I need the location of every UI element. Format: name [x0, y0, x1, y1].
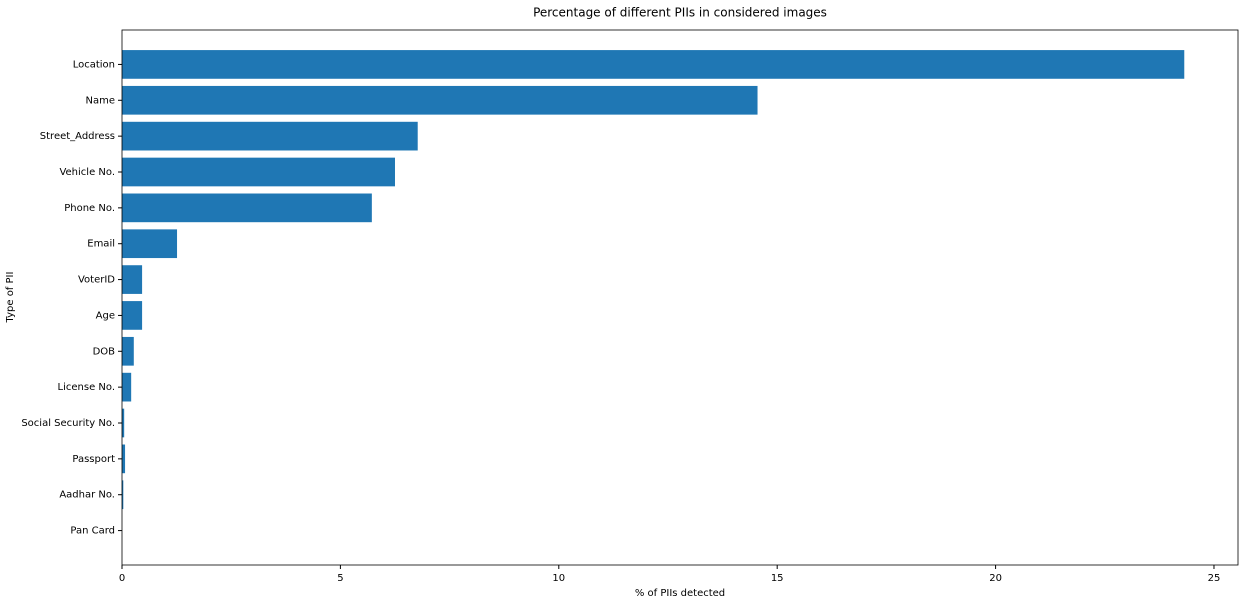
x-tick-label: 10 [552, 573, 565, 584]
bar [122, 193, 372, 223]
y-tick-label: Aadhar No. [59, 490, 115, 501]
plot-frame [121, 29, 1239, 566]
bar [122, 50, 1185, 79]
x-tick-label: 5 [337, 573, 343, 584]
bar [122, 85, 758, 115]
bar [122, 265, 143, 294]
x-tick-label: 15 [771, 573, 784, 584]
x-axis-label: % of PIIs detected [635, 588, 725, 599]
bar [122, 444, 126, 474]
y-tick-label: DOB [93, 346, 116, 357]
bar [122, 408, 125, 438]
y-tick-label: Pan Card [70, 526, 115, 537]
x-tick-label: 25 [1208, 573, 1221, 584]
x-tick-label: 20 [989, 573, 1002, 584]
y-tick-label: VoterID [78, 275, 115, 286]
y-tick-label: License No. [58, 382, 115, 393]
bar [122, 301, 143, 330]
y-tick-label: Email [87, 239, 115, 250]
y-tick-label: Social Security No. [21, 418, 115, 429]
bar [122, 372, 132, 402]
bar [122, 480, 124, 510]
y-tick-label: Phone No. [64, 203, 115, 214]
y-tick-label: Location [73, 59, 115, 70]
bar [122, 336, 134, 366]
y-tick-label: Street_Address [40, 131, 115, 142]
chart-title: Percentage of different PIIs in consider… [533, 6, 827, 20]
y-tick-label: Passport [72, 454, 115, 465]
y-tick-label: Name [85, 95, 115, 106]
bar [122, 229, 178, 259]
x-tick-label: 0 [119, 573, 125, 584]
y-axis-label: Type of PII [5, 272, 16, 324]
bar [122, 121, 418, 151]
y-tick-label: Age [96, 310, 115, 321]
y-tick-label: Vehicle No. [59, 167, 115, 178]
bar [122, 157, 395, 187]
